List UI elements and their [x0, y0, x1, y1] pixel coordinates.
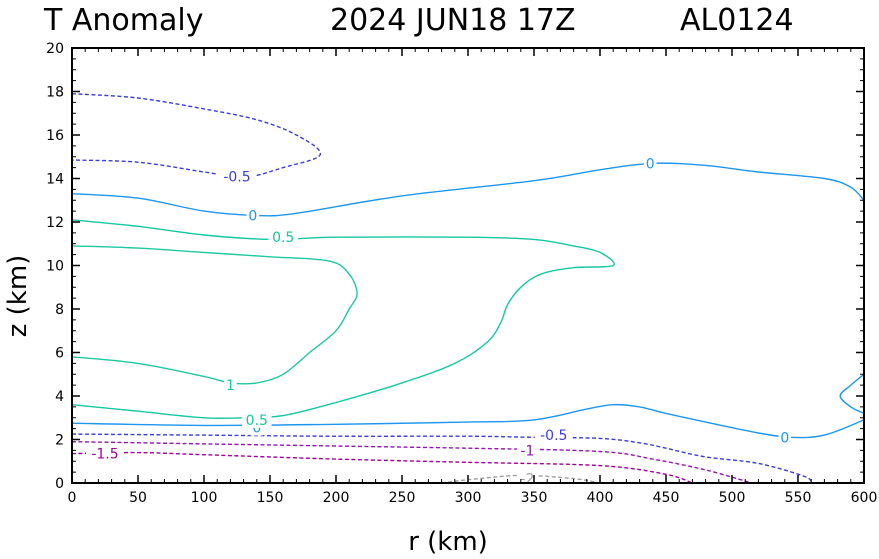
x-tick-label: 50	[129, 490, 147, 506]
x-axis-ticks: 0 50 100 150 200 250 300 350 400 450 500 550 600	[68, 48, 878, 506]
x-tick-label: 600	[851, 490, 878, 506]
x-tick-label: 0	[68, 490, 77, 506]
chart-title-datetime: 2024 JUN18 17Z	[330, 3, 576, 38]
contour-line-level-neg0p5	[71, 433, 812, 484]
y-tick-label: 6	[55, 346, 64, 362]
x-tick-label: 450	[653, 490, 680, 506]
contour-label-level-1: 1	[226, 378, 235, 394]
contour-label-level-0: 0	[248, 208, 257, 224]
contour-label-background	[242, 411, 272, 428]
contour-line-level-0p5	[71, 219, 615, 420]
contour-label-background	[218, 168, 256, 185]
y-tick-label: 10	[46, 259, 64, 275]
contour-label-level-0: 0	[646, 156, 655, 172]
y-tick-label: 12	[46, 215, 64, 231]
contour-label-background	[246, 207, 260, 224]
x-tick-label: 400	[587, 490, 614, 506]
contour-line-level-0	[71, 162, 865, 217]
contour-label-level-neg1: -1	[520, 443, 534, 459]
x-tick-label: 300	[455, 490, 482, 506]
contour-label-background	[268, 229, 298, 246]
y-tick-label: 20	[46, 41, 64, 57]
x-tick-label: 550	[785, 490, 812, 506]
contour-line-level-neg1	[71, 441, 752, 484]
contour-label-background	[778, 429, 792, 446]
x-axis-label: r (km)	[408, 527, 488, 557]
contour-label-level-0p5: 0.5	[272, 230, 294, 246]
contour-label-level-neg2: -2	[520, 472, 534, 488]
contour-label-background	[534, 427, 573, 444]
chart-title-storm-id: AL0124	[680, 3, 794, 38]
contour-line-level-neg1p5	[71, 451, 693, 484]
contour-label-level-0: 0	[780, 430, 789, 446]
contour-label-level-neg0p5: -0.5	[223, 169, 250, 185]
x-tick-label: 200	[323, 490, 350, 506]
y-axis-label: z (km)	[3, 255, 33, 338]
contour-label-level-0p5: 0.5	[246, 413, 268, 429]
x-tick-label: 100	[191, 490, 218, 506]
contour-label-level-neg0p5: -0.5	[540, 428, 567, 444]
contour-label-level-0: 0	[252, 421, 261, 437]
y-tick-label: 16	[46, 128, 64, 144]
contour-label-level-neg1p5: -1.5	[91, 447, 118, 463]
y-tick-label: 18	[46, 85, 64, 101]
x-tick-label: 250	[389, 490, 416, 506]
contour-label-background	[516, 442, 538, 459]
chart-title-variable: T Anomaly	[43, 3, 203, 38]
x-tick-label: 500	[719, 490, 746, 506]
contour-label-background	[643, 155, 657, 172]
contour-label-background	[224, 377, 237, 394]
contour-line-level-1	[71, 245, 358, 385]
x-tick-label: 350	[521, 490, 548, 506]
y-tick-label: 4	[55, 389, 64, 405]
x-tick-label: 150	[257, 490, 284, 506]
contour-line-level-neg0p5	[71, 93, 321, 179]
y-tick-label: 8	[55, 302, 64, 318]
contour-line-level-0	[839, 373, 865, 415]
contour-layer	[71, 93, 865, 484]
y-tick-label: 2	[55, 433, 64, 449]
contour-label-background	[86, 445, 124, 462]
y-tick-label: 0	[55, 476, 64, 492]
y-tick-label: 14	[46, 172, 64, 188]
